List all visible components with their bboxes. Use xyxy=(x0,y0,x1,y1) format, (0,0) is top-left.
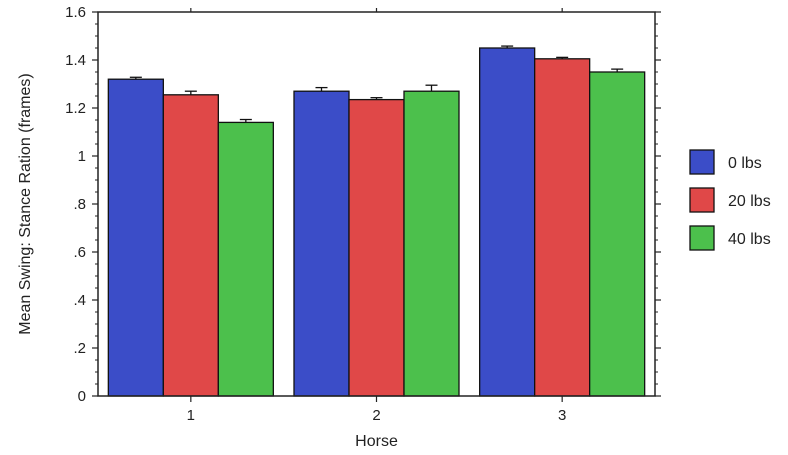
x-tick-label: 3 xyxy=(558,407,566,424)
bar-40-lbs-horse-3 xyxy=(589,71,646,397)
bar-0-lbs-horse-1 xyxy=(107,78,164,397)
x-tick-label: 2 xyxy=(372,407,380,424)
y-tick-label: .4 xyxy=(73,292,86,309)
y-tick-label: .2 xyxy=(73,340,86,357)
y-axis-title: Mean Swing: Stance Ration (frames) xyxy=(17,73,34,334)
bar-20-lbs-horse-1 xyxy=(162,94,219,397)
y-tick-label: 1.2 xyxy=(65,100,86,117)
y-tick-label: 1 xyxy=(78,148,86,165)
bar-0-lbs-horse-2 xyxy=(293,90,350,397)
legend-label: 0 lbs xyxy=(728,155,762,172)
axes: 0 .2 .4 .6 .8 1 1.2 1.4 1.6 1 2 3 xyxy=(65,4,661,424)
y-tick-label: 0 xyxy=(78,388,86,405)
bar-20-lbs-horse-2 xyxy=(348,98,405,397)
legend-swatch-0-lbs xyxy=(689,149,715,175)
bar-20-lbs-horse-3 xyxy=(534,58,591,397)
legend-swatch-40-lbs xyxy=(689,225,715,251)
x-axis-title: Horse xyxy=(355,433,398,450)
y-tick-label: 1.4 xyxy=(65,52,86,69)
y-tick-label: 1.6 xyxy=(65,4,86,21)
x-tick-label: 1 xyxy=(187,407,195,424)
bar-40-lbs-horse-1 xyxy=(217,121,274,397)
bar-0-lbs-horse-3 xyxy=(479,47,536,397)
plot-area xyxy=(107,45,646,397)
legend: 0 lbs 20 lbs 40 lbs xyxy=(689,149,771,251)
legend-swatch-20-lbs xyxy=(689,187,715,213)
y-tick-label: .8 xyxy=(73,196,86,213)
legend-label: 20 lbs xyxy=(728,193,771,210)
legend-label: 40 lbs xyxy=(728,231,771,248)
bar-40-lbs-horse-2 xyxy=(403,90,460,397)
y-tick-label: .6 xyxy=(73,244,86,261)
